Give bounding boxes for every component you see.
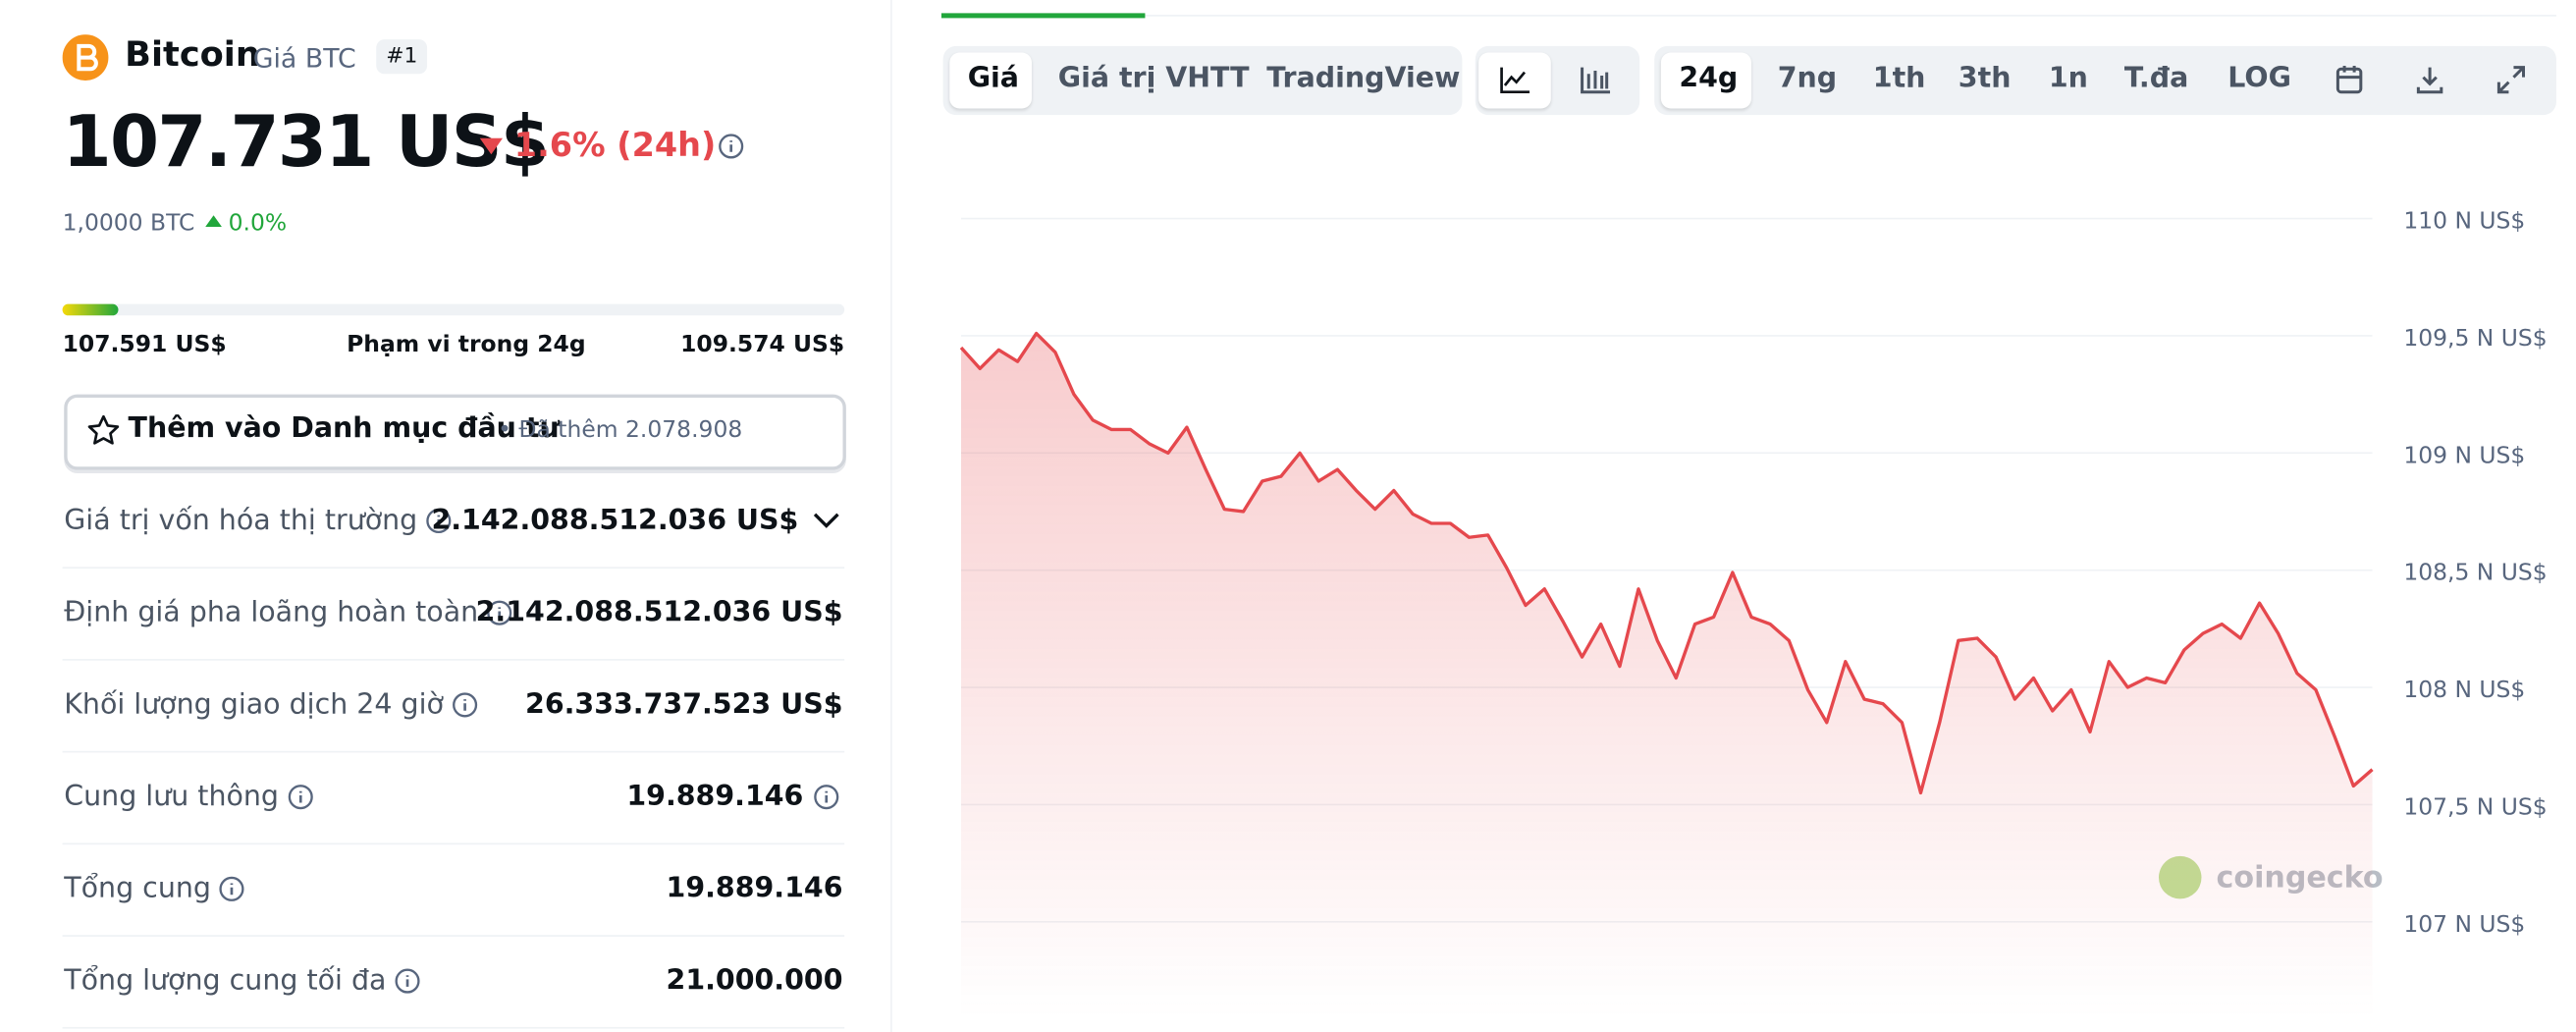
price-area (960, 333, 2373, 1019)
stat-label: Tổng cung (64, 872, 211, 906)
stat-value: 19.889.146 (626, 780, 804, 814)
y-tick-label: 109,5 N US$ (2403, 324, 2547, 352)
fullscreen-icon[interactable] (2496, 64, 2527, 95)
watchlist-label: Thêm vào Danh mục đầu tư (128, 412, 560, 446)
info-icon[interactable] (813, 784, 839, 810)
time-range[interactable]: 24g (1679, 62, 1739, 96)
stat-value: 26.333.737.523 US$ (525, 688, 843, 722)
row-separator (62, 750, 845, 753)
down-arrow (479, 137, 504, 155)
info-icon[interactable] (452, 692, 478, 719)
y-tick-label: 110 N US$ (2403, 207, 2525, 235)
coin-icon (62, 34, 109, 81)
watchlist-button[interactable] (64, 394, 846, 470)
top-rule (940, 15, 2556, 17)
row-separator (62, 659, 845, 661)
stat-label: Định giá pha loãng hoàn toàn (64, 596, 479, 629)
stat-label: Giá trị vốn hóa thị trường (64, 504, 418, 538)
time-range[interactable]: 1n (2048, 62, 2088, 96)
price-line (959, 331, 2374, 795)
time-range[interactable]: 3th (1958, 62, 2012, 96)
row-separator (62, 1026, 845, 1029)
range-high: 109.574 US$ (680, 332, 845, 358)
range-track (62, 303, 845, 316)
btc-change: 0.0% (228, 210, 288, 237)
info-icon[interactable] (219, 876, 245, 902)
price: 107.731 US$ (62, 101, 550, 185)
range-fill (62, 303, 119, 316)
y-tick-label: 107,5 N US$ (2403, 792, 2547, 820)
y-tick-label: 108 N US$ (2403, 676, 2525, 703)
line-view-icon[interactable] (1498, 66, 1530, 95)
stat-label: Cung lưu thông (64, 780, 279, 814)
info-icon[interactable] (395, 968, 421, 995)
stat-value: 2.142.088.512.036 US$ (475, 596, 843, 629)
active-indicator (940, 13, 1146, 19)
coin-rank: #1 (376, 39, 428, 75)
y-tick-label: 108,5 N US$ (2403, 559, 2547, 586)
info-icon[interactable] (718, 134, 744, 160)
up-arrow (205, 215, 222, 227)
info-icon[interactable] (486, 600, 512, 626)
y-tick-label: 107 N US$ (2403, 910, 2525, 938)
info-icon[interactable] (288, 784, 314, 810)
price-change: 1.6% (24h) (513, 125, 717, 165)
candle-view-icon[interactable] (1579, 66, 1611, 95)
coin-symbol: Giá BTC (252, 42, 356, 75)
row-separator (62, 935, 845, 937)
stat-label: Khối lượng giao dịch 24 giờ (64, 688, 444, 722)
time-range[interactable]: 1th (1872, 62, 1926, 96)
divider (890, 0, 892, 1032)
row-separator (62, 567, 845, 570)
active-range-bg (1660, 52, 1751, 109)
coin-name: Bitcoin (125, 34, 260, 75)
range-low: 107.591 US$ (62, 332, 227, 358)
stat-value: 19.889.146 (666, 872, 843, 906)
watchlist-added: • Đã thêm 2.078.908 (498, 417, 743, 444)
chart-tab[interactable]: Giá trị VHTT (1057, 62, 1250, 96)
stat-value: 21.000.000 (666, 964, 843, 998)
stat-value: 2.142.088.512.036 US$ (431, 504, 799, 538)
info-icon[interactable] (425, 508, 452, 534)
y-tick-label: 109 N US$ (2403, 441, 2525, 468)
chart-tab[interactable]: Giá (967, 62, 1020, 96)
btc-price: 1,0000 BTC (62, 210, 195, 237)
row-separator (62, 842, 845, 845)
download-icon[interactable] (2415, 64, 2444, 95)
star-icon (87, 414, 120, 445)
time-range[interactable]: LOG (2227, 62, 2291, 96)
time-range[interactable]: T.đa (2123, 62, 2189, 96)
range-group (1654, 45, 2556, 116)
calendar-icon[interactable] (2334, 64, 2364, 95)
active-tab-bg (949, 52, 1032, 109)
expand-chevron[interactable] (813, 513, 839, 529)
stat-label: Tổng lượng cung tối đa (64, 964, 387, 998)
range-label: Phạm vi trong 24g (347, 332, 586, 358)
time-range[interactable]: 7ng (1777, 62, 1838, 96)
chart-tab[interactable]: TradingView (1266, 62, 1461, 96)
